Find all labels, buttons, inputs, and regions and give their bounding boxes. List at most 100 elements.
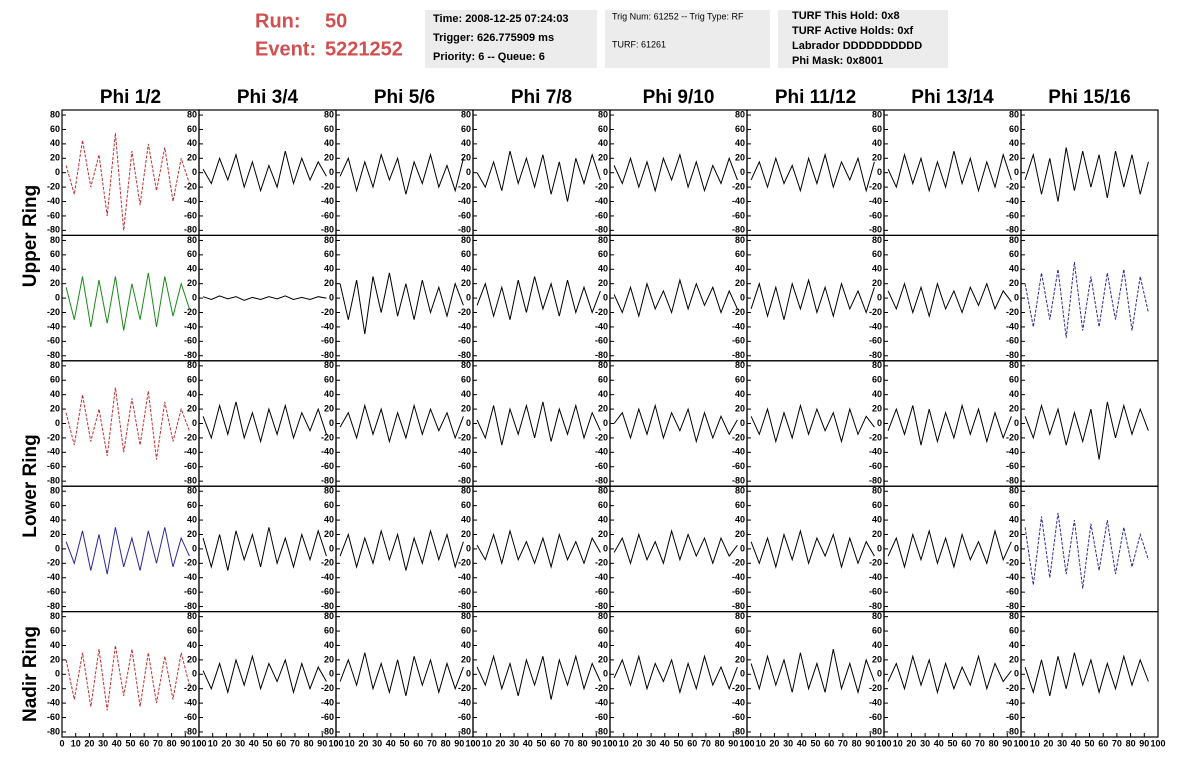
y-tick-label: 20: [872, 403, 882, 413]
y-tick-label: -20: [1006, 181, 1019, 191]
x-tick-label: 50: [262, 738, 272, 748]
y-tick-label: -60: [47, 461, 60, 471]
y-tick-label: 0: [603, 669, 608, 679]
y-tick-label: -20: [47, 558, 60, 568]
y-tick-label: 0: [1014, 167, 1019, 177]
y-tick-label: -80: [869, 601, 882, 611]
x-tick-label: 30: [920, 738, 930, 748]
x-tick-label: 20: [358, 738, 368, 748]
y-tick-label: -40: [595, 321, 608, 331]
panel-frame: [198, 109, 337, 237]
info-line: TURF: 61261: [612, 39, 666, 49]
x-tick-label: 40: [523, 738, 533, 748]
y-tick-label: 80: [1009, 611, 1019, 621]
y-tick-label: -20: [595, 307, 608, 317]
y-tick-label: 60: [50, 375, 60, 385]
y-tick-label: -80: [732, 350, 745, 360]
waveform: [1024, 652, 1149, 697]
y-tick-label: 80: [50, 360, 60, 370]
y-tick-label: 40: [1009, 640, 1019, 650]
y-tick-label: 0: [329, 669, 334, 679]
y-tick-label: 60: [461, 625, 471, 635]
y-tick-label: -20: [458, 432, 471, 442]
waveform: [613, 654, 738, 695]
y-tick-label: -40: [458, 321, 471, 331]
y-tick-label: -80: [47, 350, 60, 360]
panel-frame: [1020, 234, 1159, 362]
y-tick-label: 0: [877, 167, 882, 177]
y-tick-label: -80: [47, 601, 60, 611]
y-tick-label: -40: [321, 447, 334, 457]
panel-frame: [198, 485, 337, 613]
x-tick-label: 30: [783, 738, 793, 748]
panel-frame: [61, 360, 200, 487]
x-tick-label: 40: [1071, 738, 1081, 748]
y-tick-label: 80: [324, 235, 334, 245]
y-tick-label: 40: [50, 389, 60, 399]
x-tick-label: 40: [934, 738, 944, 748]
y-tick-label: 20: [461, 654, 471, 664]
y-tick-label: 0: [877, 669, 882, 679]
x-tick-label: 60: [276, 738, 286, 748]
y-tick-label: -40: [458, 572, 471, 582]
y-tick-label: -20: [869, 307, 882, 317]
waveform: [476, 654, 601, 700]
x-tick-label: 80: [852, 738, 862, 748]
y-tick-label: -40: [184, 447, 197, 457]
x-tick-label: 30: [509, 738, 519, 748]
panel-frame: [883, 360, 1022, 487]
y-tick-label: -80: [321, 350, 334, 360]
y-tick-label: 80: [187, 109, 197, 119]
y-tick-label: -40: [47, 447, 60, 457]
waveform: [887, 528, 1012, 569]
x-tick-label: 50: [1084, 738, 1094, 748]
y-tick-label: 80: [872, 360, 882, 370]
y-tick-label: 0: [329, 418, 334, 428]
y-tick-label: 80: [50, 611, 60, 621]
waveform: [1024, 262, 1149, 338]
y-tick-label: 0: [466, 292, 471, 302]
x-tick-label: 30: [235, 738, 245, 748]
x-tick-label: 80: [167, 738, 177, 748]
y-tick-label: -40: [184, 698, 197, 708]
y-tick-label: 40: [872, 514, 882, 524]
y-tick-label: -80: [47, 726, 60, 736]
x-tick-label: 0: [59, 738, 64, 748]
y-tick-label: 20: [187, 654, 197, 664]
y-tick-label: 20: [735, 278, 745, 288]
info-box: [778, 10, 948, 68]
panel-frame: [335, 610, 474, 738]
x-tick-label: 100: [602, 738, 617, 748]
y-tick-label: 0: [192, 543, 197, 553]
y-tick-label: 40: [187, 138, 197, 148]
y-tick-label: -40: [869, 447, 882, 457]
y-tick-label: 40: [324, 514, 334, 524]
y-tick-label: 20: [598, 529, 608, 539]
x-tick-label: 70: [838, 738, 848, 748]
y-tick-label: -80: [458, 225, 471, 235]
y-tick-label: -60: [869, 712, 882, 722]
x-tick-label: 30: [1057, 738, 1067, 748]
y-tick-label: 40: [1009, 389, 1019, 399]
panel-frame: [1020, 485, 1159, 613]
y-tick-label: 40: [735, 640, 745, 650]
y-tick-label: -20: [732, 558, 745, 568]
y-tick-label: 20: [324, 403, 334, 413]
x-tick-label: 70: [701, 738, 711, 748]
y-tick-label: 80: [461, 486, 471, 496]
y-tick-label: 80: [735, 360, 745, 370]
y-tick-label: -20: [321, 181, 334, 191]
y-tick-label: -80: [869, 726, 882, 736]
panel-frame: [883, 109, 1022, 237]
x-tick-label: 90: [1002, 738, 1012, 748]
y-tick-label: 40: [1009, 138, 1019, 148]
y-tick-label: -20: [595, 683, 608, 693]
x-tick-label: 0: [196, 738, 201, 748]
y-tick-label: 20: [324, 153, 334, 163]
y-tick-label: 80: [1009, 109, 1019, 119]
y-tick-label: -20: [458, 683, 471, 693]
x-tick-label: 60: [1098, 738, 1108, 748]
y-tick-label: 20: [735, 654, 745, 664]
y-tick-label: 60: [461, 500, 471, 510]
y-tick-label: -40: [47, 196, 60, 206]
